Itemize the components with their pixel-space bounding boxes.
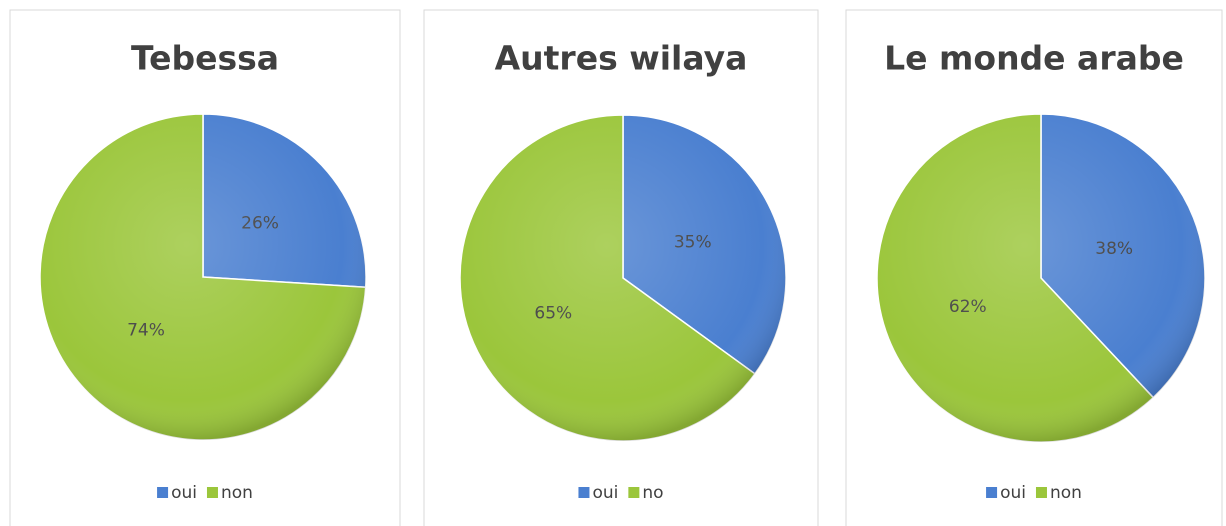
chart-title: Le monde arabe	[884, 39, 1184, 78]
data-label: 35%	[674, 232, 712, 252]
legend-label: oui	[1000, 483, 1026, 503]
legend-label: non	[221, 483, 253, 503]
legend: oui no	[578, 483, 664, 503]
legend-swatch	[986, 487, 998, 498]
legend-swatch	[578, 487, 590, 498]
chart-panel: Tebessa 26% 74% oui non	[9, 9, 401, 526]
legend: oui non	[157, 483, 253, 503]
legend-label: non	[1050, 483, 1082, 503]
chart-panel: Autres wilaya 35% 65% oui no	[423, 9, 819, 526]
data-label: 74%	[127, 321, 165, 341]
legend-swatch	[157, 487, 169, 498]
legend-swatch	[628, 487, 640, 498]
chart-title: Tebessa	[131, 39, 279, 78]
data-label: 38%	[1095, 239, 1133, 259]
legend: oui non	[986, 483, 1082, 503]
chart-title: Autres wilaya	[495, 39, 748, 78]
legend-label: oui	[171, 483, 197, 503]
data-label: 65%	[534, 304, 572, 324]
legend-label: no	[642, 483, 663, 503]
data-label: 26%	[241, 213, 279, 233]
chart-panel: Le monde arabe 38% 62% oui non	[845, 9, 1223, 526]
legend-swatch	[1035, 487, 1047, 498]
legend-label: oui	[592, 483, 618, 503]
legend-swatch	[206, 487, 218, 498]
data-label: 62%	[949, 297, 987, 317]
